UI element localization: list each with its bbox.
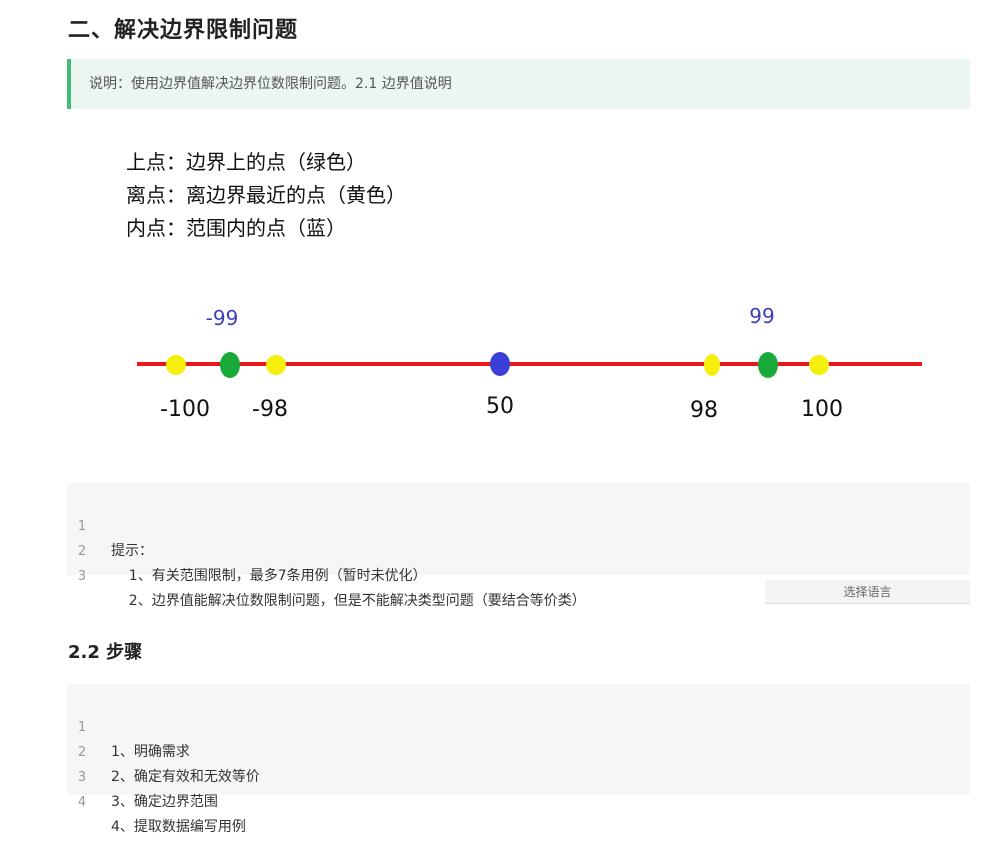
line-number: 2 [77, 544, 87, 559]
point-upper-99 [758, 352, 778, 378]
code-block-steps: 1 1、明确需求 2 2、确定有效和无效等价 3 3、确定边界范围 4 4、提取… [67, 684, 970, 835]
line-number: 4 [77, 795, 87, 810]
legend-off-point: 离点：离边界最近的点（黄色） [126, 183, 406, 207]
point-inner-50 [490, 352, 510, 376]
select-language-button[interactable]: 选择语言 [765, 580, 970, 604]
code-line-text: 1、明确需求 [111, 744, 190, 760]
code-line: 3 2、边界值能解决位数限制问题，但是不能解决类型问题（要结合等价类） [67, 539, 970, 609]
point-label-100: 100 [801, 397, 843, 422]
code-line-text: 提示： [111, 543, 153, 559]
line-number: 3 [77, 770, 87, 785]
code-line-text: 3、确定边界范围 [111, 794, 218, 810]
boundary-label-minus-99: -99 [206, 306, 239, 330]
code-line: 1 提示： [67, 489, 970, 559]
point-off-100 [809, 355, 829, 375]
line-number: 2 [77, 745, 87, 760]
subsection-title: 2.2 步骤 [68, 642, 143, 663]
point-off-98 [704, 354, 720, 376]
point-upper-minus-99 [220, 352, 240, 378]
boundary-label-99: 99 [749, 304, 774, 328]
code-block-hints: 1 提示： 2 1、有关范围限制，最多7条用例（暂时未优化） 3 2、边界值能解… [67, 483, 970, 609]
code-line-text: 1、有关范围限制，最多7条用例（暂时未优化） [111, 568, 427, 584]
note-text: 说明：使用边界值解决边界位数限制问题。2.1 边界值说明 [89, 76, 452, 92]
line-number: 1 [77, 720, 87, 735]
point-off-minus-100 [166, 355, 186, 375]
code-line: 1 1、明确需求 [67, 690, 970, 760]
point-label-minus-98: -98 [252, 397, 288, 422]
note-box: 说明：使用边界值解决边界位数限制问题。2.1 边界值说明 [67, 59, 970, 109]
code-line: 3 3、确定边界范围 [67, 740, 970, 810]
code-line-text: 2、边界值能解决位数限制问题，但是不能解决类型问题（要结合等价类） [111, 593, 586, 609]
line-number: 1 [77, 519, 87, 534]
legend-inner-point: 内点：范围内的点（蓝） [126, 216, 346, 240]
code-line: 2 2、确定有效和无效等价 [67, 715, 970, 785]
section-title: 二、解决边界限制问题 [68, 18, 299, 43]
number-line-diagram: -99 99 -100 -98 50 98 100 [137, 304, 922, 423]
code-line-text: 2、确定有效和无效等价 [111, 769, 260, 785]
legend-upper-point: 上点：边界上的点（绿色） [126, 150, 366, 174]
code-line: 4 4、提取数据编写用例 [67, 765, 970, 835]
code-line: 2 1、有关范围限制，最多7条用例（暂时未优化） [67, 514, 970, 584]
point-off-minus-98 [266, 355, 286, 375]
legend-block: 上点：边界上的点（绿色） 离点：离边界最近的点（黄色） 内点：范围内的点（蓝） [126, 146, 406, 245]
code-line-text: 4、提取数据编写用例 [111, 819, 246, 835]
point-label-minus-100: -100 [160, 397, 210, 422]
point-label-50: 50 [486, 394, 514, 419]
point-label-98: 98 [690, 398, 718, 423]
line-number: 3 [77, 569, 87, 584]
